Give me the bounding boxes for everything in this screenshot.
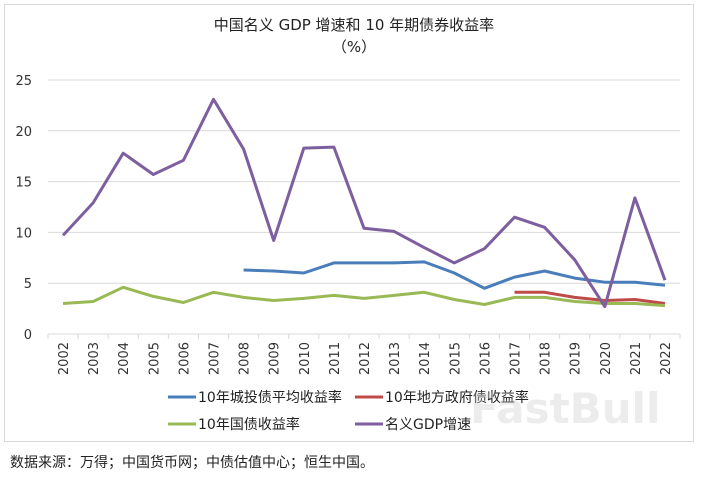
chart-frame bbox=[4, 4, 694, 442]
x-tick-label: 2020 bbox=[599, 342, 614, 375]
x-tick-label: 2012 bbox=[358, 342, 373, 375]
x-tick-label: 2004 bbox=[117, 342, 132, 375]
x-tick-label: 2006 bbox=[177, 342, 192, 375]
x-tick-label: 2013 bbox=[388, 342, 403, 375]
series-line-0 bbox=[243, 260, 666, 290]
series-line-2 bbox=[62, 285, 666, 308]
y-tick-label: 10 bbox=[15, 226, 32, 241]
x-tick-label: 2018 bbox=[539, 342, 554, 375]
x-tick-label: 2011 bbox=[328, 342, 343, 375]
legend-label: 名义GDP增速 bbox=[385, 417, 471, 433]
x-tick-label: 2017 bbox=[508, 342, 523, 375]
x-tick-label: 2015 bbox=[448, 342, 463, 375]
chart-title: 中国名义 GDP 增速和 10 年期债券收益率 bbox=[213, 16, 495, 34]
series-line-3 bbox=[61, 97, 667, 309]
legend-label: 10年地方政府债收益率 bbox=[385, 389, 529, 406]
x-tick-label: 2010 bbox=[298, 342, 313, 375]
x-tick-label: 2003 bbox=[87, 342, 102, 375]
x-tick-label: 2007 bbox=[208, 342, 223, 375]
x-tick-label: 2022 bbox=[659, 342, 674, 375]
x-tick-label: 2014 bbox=[418, 342, 433, 375]
x-tick-label: 2009 bbox=[268, 342, 283, 375]
x-tick-label: 2002 bbox=[57, 342, 72, 375]
legend-label: 10年城投债平均收益率 bbox=[198, 389, 342, 406]
y-tick-label: 5 bbox=[24, 277, 32, 292]
y-tick-label: 25 bbox=[15, 74, 32, 89]
y-tick-label: 0 bbox=[24, 328, 32, 343]
y-tick-label: 15 bbox=[15, 176, 32, 191]
x-tick-label: 2019 bbox=[569, 342, 584, 375]
watermark: FastBull bbox=[470, 384, 661, 433]
x-tick-label: 2021 bbox=[629, 342, 644, 375]
x-tick-label: 2005 bbox=[147, 342, 162, 375]
x-tick-label: 2008 bbox=[238, 342, 253, 375]
line-chart: 0 5 10 15 20 25 2002 2003 2004 2005 2006 2007 2008 20… bbox=[15, 74, 681, 433]
chart-title-block: 中国名义 GDP 增速和 10 年期债券收益率 （%） bbox=[0, 14, 708, 58]
x-tick-label: 2016 bbox=[478, 342, 493, 375]
legend-label: 10年国债收益率 bbox=[198, 416, 300, 433]
chart-subtitle: （%） bbox=[331, 38, 377, 56]
source-note: 数据来源：万得；中国货币网；中债估值中心；恒生中国。 bbox=[10, 455, 374, 471]
y-tick-label: 20 bbox=[15, 125, 32, 140]
series-line-1 bbox=[514, 290, 666, 305]
